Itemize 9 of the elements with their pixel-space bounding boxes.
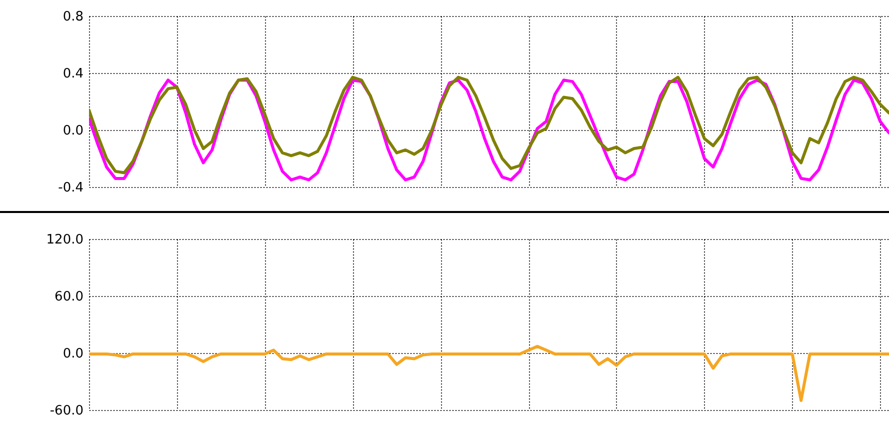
y-tick-label: -0.4 [58,180,84,196]
line-series [89,344,889,402]
y-tick-label: 0.4 [62,66,84,82]
y-tick-label: 0.0 [62,124,84,138]
y-tick-label: -60.0 [50,404,84,418]
y-tick-label: 0.0 [62,346,84,362]
y-tick-label: 120.0 [46,232,84,248]
y-tick-label: 60.0 [54,290,84,304]
y-tick-label: 0.8 [62,10,84,24]
